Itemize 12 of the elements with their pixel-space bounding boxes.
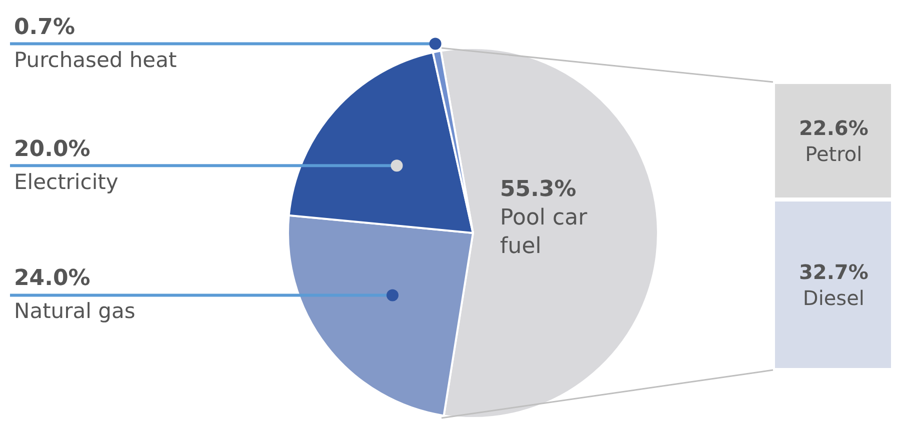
slice-label: Purchased heat xyxy=(14,48,177,72)
data-label: 22.6% xyxy=(799,116,868,140)
slice-label: Pool car fuel xyxy=(500,206,588,260)
data-label: 32.7% xyxy=(799,260,868,284)
slice-label: Natural gas xyxy=(14,299,136,323)
series-label: Diesel xyxy=(802,286,864,310)
data-label: 20.0% xyxy=(14,137,90,162)
data-label: 55.3% xyxy=(500,177,576,202)
data-label: 0.7% xyxy=(14,15,76,40)
series-label: Petrol xyxy=(805,142,862,166)
slice-label: Electricity xyxy=(14,170,118,194)
data-label: 24.0% xyxy=(14,266,90,291)
